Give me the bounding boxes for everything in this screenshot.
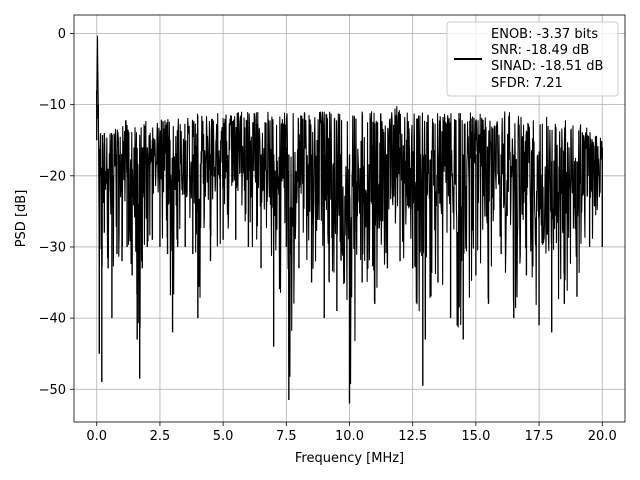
y-tick-label: −30 xyxy=(39,240,66,255)
y-tick-label: −10 xyxy=(39,98,66,113)
x-tick-label: 0.0 xyxy=(86,429,107,444)
x-tick-label: 2.5 xyxy=(150,429,171,444)
legend-entry-enob: ENOB: -3.37 bits xyxy=(491,27,598,42)
legend-entry-sinad: SINAD: -18.51 dB xyxy=(491,59,603,74)
y-tick-label: 0 xyxy=(58,27,66,42)
x-axis-label: Frequency [MHz] xyxy=(295,451,404,466)
psd-trace xyxy=(96,35,603,404)
x-axis-ticks: 0.0 2.5 5.0 7.5 10.0 12.5 15.0 17.5 20.0 xyxy=(86,422,617,444)
y-axis-label: PSD [dB] xyxy=(14,190,29,248)
legend-box xyxy=(446,21,619,97)
x-tick-label: 10.0 xyxy=(335,429,364,444)
x-tick-label: 15.0 xyxy=(461,429,490,444)
legend: ENOB: -3.37 bits SNR: -18.49 dB SINAD: -… xyxy=(446,21,619,97)
y-tick-label: −40 xyxy=(39,312,66,327)
x-tick-label: 12.5 xyxy=(398,429,427,444)
x-tick-label: 5.0 xyxy=(213,429,234,444)
x-tick-label: 17.5 xyxy=(525,429,554,444)
y-tick-label: −20 xyxy=(39,169,66,184)
legend-entry-snr: SNR: -18.49 dB xyxy=(491,43,589,58)
x-tick-label: 7.5 xyxy=(276,429,297,444)
legend-entry-sfdr: SFDR: 7.21 xyxy=(491,76,563,91)
y-axis-ticks: 0 −10 −20 −30 −40 −50 xyxy=(39,27,74,398)
y-tick-label: −50 xyxy=(39,383,66,398)
x-tick-label: 20.0 xyxy=(588,429,617,444)
